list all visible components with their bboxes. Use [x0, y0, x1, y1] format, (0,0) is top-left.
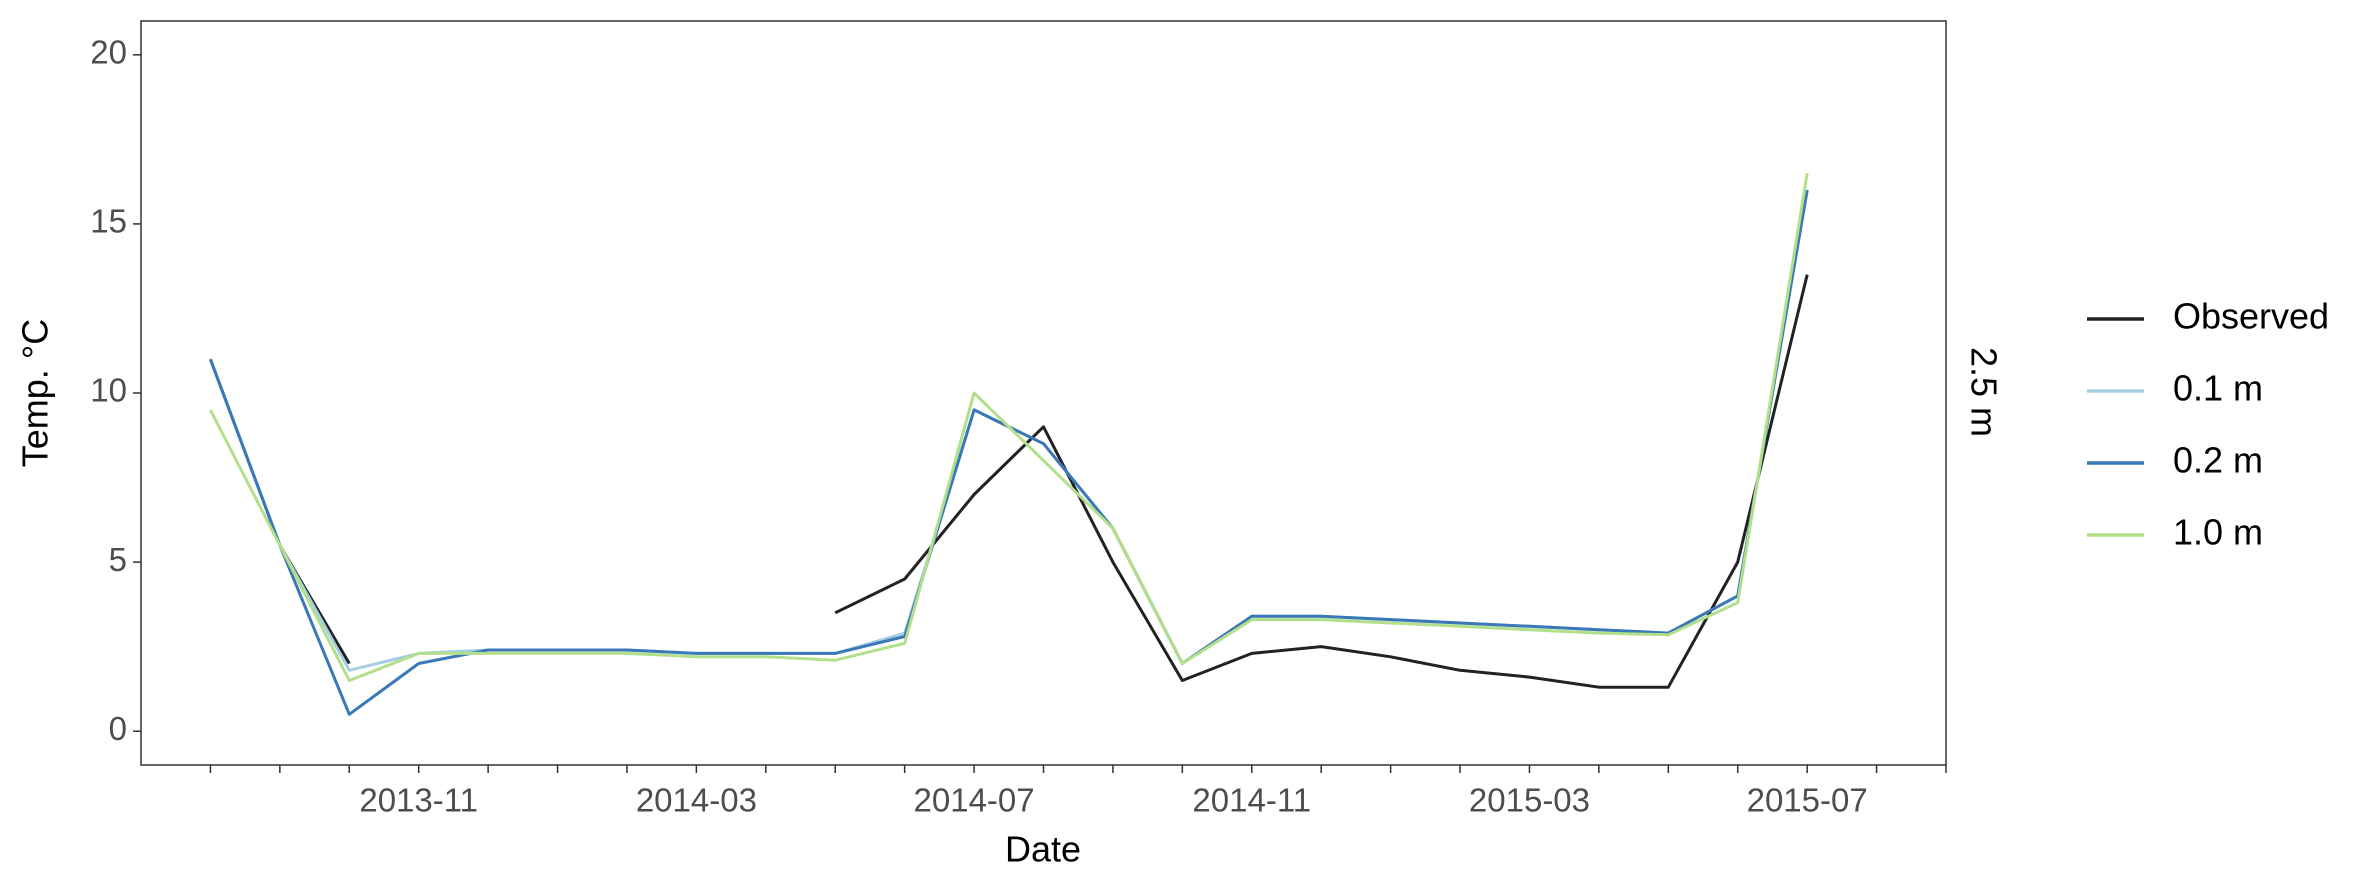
x-tick-label: 2014-07 — [914, 782, 1035, 819]
series-line — [209, 172, 1809, 682]
y-tick-label: 0 — [109, 710, 127, 747]
legend-label: 1.0 m — [2173, 512, 2263, 553]
x-tick-label: 2014-11 — [1192, 782, 1311, 819]
y-tick-label: 20 — [90, 34, 127, 71]
series-line — [208, 189, 1809, 716]
x-tick-label: 2015-07 — [1747, 782, 1868, 819]
y-tick-label: 10 — [90, 372, 127, 409]
x-axis-title: Date — [1005, 829, 1081, 870]
x-tick-label: 2014-03 — [636, 782, 757, 819]
plot-frame — [140, 20, 1947, 766]
y-axis-title: Temp. °C — [15, 319, 56, 467]
legend-label: 0.2 m — [2173, 440, 2263, 481]
legend-label: Observed — [2173, 296, 2329, 337]
series-line — [208, 274, 1809, 689]
x-tick-label: 2015-03 — [1469, 782, 1590, 819]
series-line — [208, 189, 1809, 672]
y-tick-label: 5 — [109, 541, 127, 578]
x-tick-label: 2013-11 — [359, 782, 478, 819]
legend-label: 0.1 m — [2173, 368, 2263, 409]
facet-label: 2.5 m — [1963, 347, 2004, 437]
y-tick-label: 15 — [90, 203, 127, 240]
